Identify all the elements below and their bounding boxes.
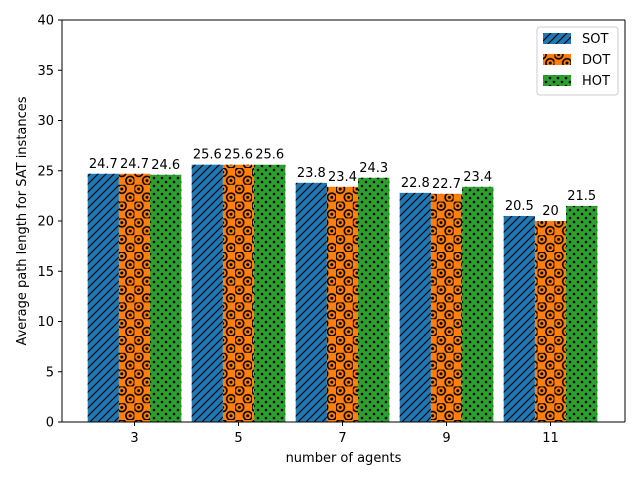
bar-hatch	[150, 174, 182, 422]
bar-hatch	[503, 215, 535, 422]
bar-hatch	[222, 164, 255, 422]
y-tick-label: 35	[37, 64, 54, 79]
legend-swatch-hatch	[543, 75, 571, 86]
x-tick-label: 7	[338, 431, 346, 446]
x-ticks: 3 5 7 9 11	[130, 422, 559, 446]
legend-item-dot: DOT	[543, 53, 610, 68]
y-tick-label: 5	[46, 365, 54, 380]
data-labels: 24.725.623.822.820.524.725.623.4 22.72024…	[89, 148, 596, 219]
x-tick-label: 5	[234, 431, 242, 446]
legend-item-sot: SOT	[543, 32, 608, 47]
axes-frame	[61, 19, 626, 423]
data-label-hot-5: 25.6	[255, 148, 284, 163]
bar-hatch	[254, 164, 286, 422]
legend-label: DOT	[582, 53, 610, 68]
legend-label: SOT	[582, 32, 608, 47]
legend-swatch-hatch	[543, 54, 571, 65]
bar-hatch	[358, 177, 390, 422]
y-tick-label: 25	[37, 164, 54, 179]
x-tick-label: 11	[542, 431, 559, 446]
y-tick-label: 20	[37, 215, 54, 230]
bar-hot-7	[358, 177, 390, 422]
bar-dot-5	[222, 164, 255, 422]
data-label-sot-11: 20.5	[505, 199, 534, 214]
bar-hatch	[566, 205, 598, 422]
y-tick-label: 15	[37, 265, 54, 280]
legend-label: HOT	[582, 74, 610, 89]
y-axis-label: Average path length for SAT instances	[15, 96, 30, 345]
data-label-sot-5: 25.6	[193, 148, 222, 163]
data-label-hot-11: 21.5	[567, 189, 596, 204]
x-axis-label: number of agents	[286, 451, 402, 466]
data-label-hot-3: 24.6	[151, 158, 180, 173]
y-tick-label: 40	[37, 14, 54, 29]
data-label-sot-3: 24.7	[89, 157, 118, 172]
bar-sot-9	[399, 192, 431, 422]
data-label-dot-11: 20	[542, 204, 559, 219]
bar-hatch	[462, 186, 494, 422]
bar-dot-11	[534, 221, 567, 422]
data-label-dot-9: 22.7	[432, 177, 461, 192]
y-tick-label: 10	[37, 315, 54, 330]
data-label-hot-7: 24.3	[359, 161, 388, 176]
data-label-dot-3: 24.7	[120, 157, 149, 172]
legend-item-hot: HOT	[543, 74, 610, 89]
bar-hatch	[326, 186, 359, 422]
y-ticks: 0 5 10 15 20 25 30 35 40	[37, 14, 62, 431]
x-tick-label: 9	[442, 431, 450, 446]
data-label-dot-7: 23.4	[328, 170, 357, 185]
bar-sot-7	[295, 182, 327, 422]
bar-sot-5	[191, 164, 223, 422]
legend-items: SOT DOT HOT	[543, 32, 610, 89]
bar-dot-9	[430, 193, 463, 422]
bar-hot-5	[254, 164, 286, 422]
bar-hatch	[118, 173, 151, 422]
legend: SOT DOT HOT	[536, 26, 619, 96]
bar-hatch	[191, 164, 223, 422]
data-label-dot-5: 25.6	[224, 148, 253, 163]
bar-hatch	[399, 192, 431, 422]
bar-sot-11	[503, 215, 535, 422]
x-tick-label: 3	[130, 431, 138, 446]
bar-hot-9	[462, 186, 494, 422]
bar-hot-3	[150, 174, 182, 422]
data-label-sot-7: 23.8	[297, 166, 326, 181]
bar-hatch	[534, 221, 567, 422]
bar-hatch	[295, 182, 327, 422]
bar-hatch	[87, 173, 119, 422]
bar-hot-11	[566, 205, 598, 422]
legend-swatch-hatch	[543, 33, 571, 44]
y-tick-label: 30	[37, 114, 54, 129]
bar-dot-7	[326, 186, 359, 422]
y-tick-label: 0	[46, 416, 54, 431]
data-label-hot-9: 23.4	[463, 170, 492, 185]
bar-hatch	[430, 193, 463, 422]
data-label-sot-9: 22.8	[401, 176, 430, 191]
bar-dot-3	[118, 173, 151, 422]
bar-sot-3	[87, 173, 119, 422]
bars	[87, 164, 598, 422]
